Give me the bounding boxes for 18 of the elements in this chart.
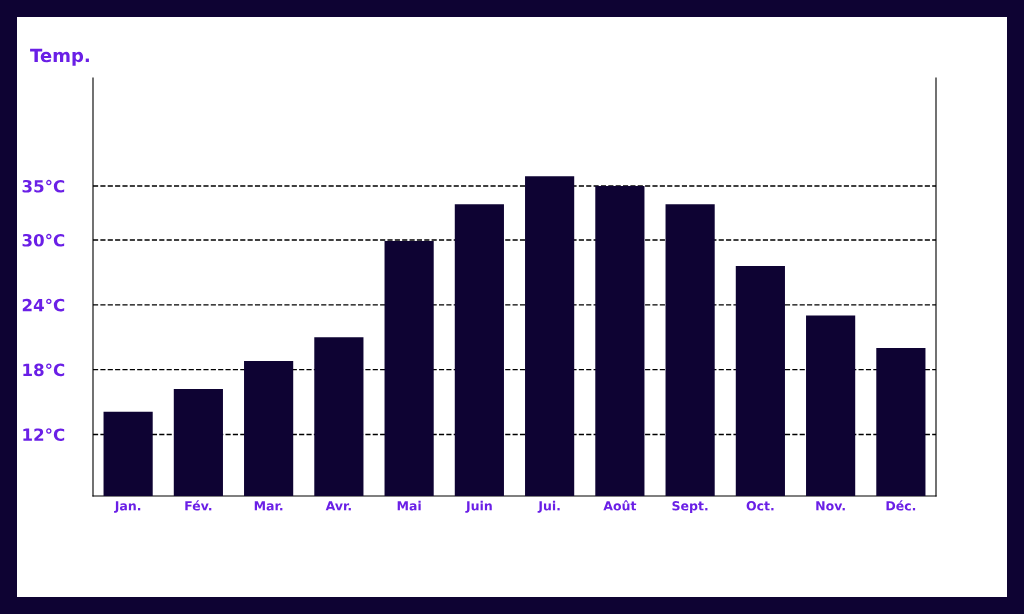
x-tick-label: Mai	[397, 500, 421, 511]
y-tick-label: 35°C	[22, 179, 65, 193]
x-tick-label: Sept.	[672, 501, 708, 513]
y-tick-label: 12°C	[23, 428, 65, 441]
chart-title: Temp.	[30, 48, 89, 66]
x-tick-label: Fév.	[185, 500, 212, 511]
x-tick-label: Jan.	[114, 501, 141, 513]
x-tick-label: Déc.	[886, 500, 916, 511]
y-tick-label: 24°C	[22, 298, 65, 312]
x-tick-label: Juin	[465, 500, 492, 513]
x-tick-label: Mar.	[254, 501, 283, 511]
y-tick-label: 30°C	[22, 233, 65, 247]
x-tick-label: Jui.	[537, 500, 560, 513]
y-tick-label: 18°C	[23, 363, 65, 377]
x-tick-label: Août	[603, 500, 637, 511]
x-tick-label: Avr.	[325, 501, 351, 511]
x-tick-label: Nov.	[816, 501, 845, 511]
x-tick-label: Oct.	[746, 501, 774, 511]
